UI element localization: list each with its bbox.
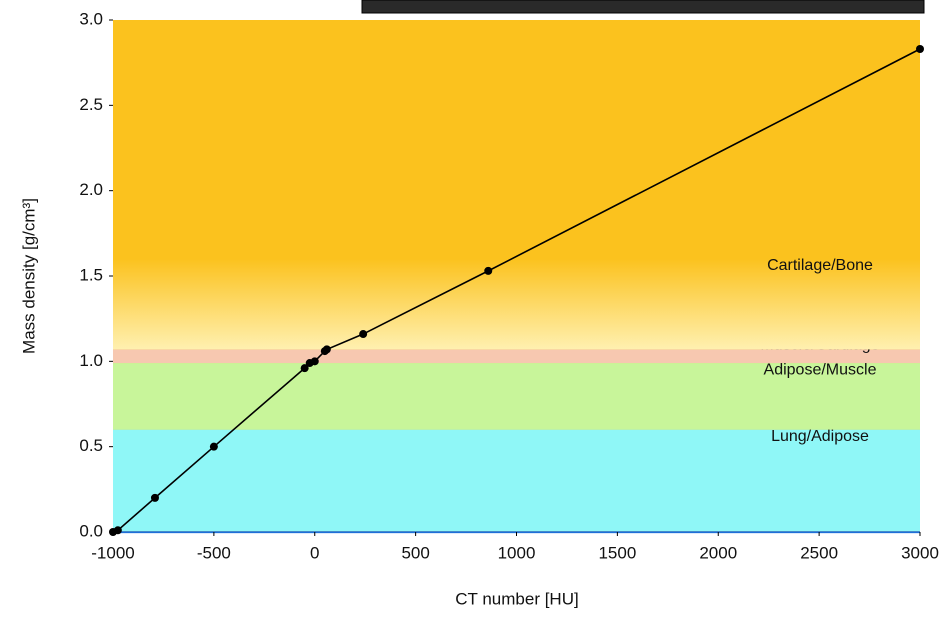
x-tick-label: 3000 xyxy=(901,543,939,562)
image-fragment xyxy=(361,0,925,14)
x-tick-label: 1500 xyxy=(598,543,636,562)
band-label: Cartilage/Bone xyxy=(767,257,873,274)
point xyxy=(113,526,122,535)
y-tick-label: 0.0 xyxy=(79,521,103,540)
y-tick-label: 2.0 xyxy=(79,180,103,199)
x-tick-label: 2500 xyxy=(800,543,838,562)
band xyxy=(113,429,920,532)
y-tick-label: 1.5 xyxy=(79,265,103,284)
band-label: Lung/Adipose xyxy=(771,428,869,445)
plot-area: Air/LungLung/AdiposeAdipose/MuscleMuscle… xyxy=(79,9,939,562)
x-tick-label: 500 xyxy=(401,543,429,562)
point xyxy=(310,357,319,366)
band xyxy=(113,258,920,350)
x-axis-label: CT number [HU] xyxy=(455,589,578,608)
x-tick-label: -1000 xyxy=(91,543,134,562)
point xyxy=(916,45,924,54)
y-axis-label: Mass density [g/cm³] xyxy=(19,198,38,354)
y-tick-label: 0.5 xyxy=(79,436,103,455)
y-tick-label: 1.0 xyxy=(79,351,103,370)
point xyxy=(209,442,218,451)
y-tick-label: 3.0 xyxy=(79,9,103,28)
band-label: Adipose/Muscle xyxy=(764,361,877,378)
point xyxy=(300,364,309,373)
point xyxy=(150,493,159,502)
point xyxy=(484,266,493,275)
y-tick-label: 2.5 xyxy=(79,95,103,114)
x-tick-label: 0 xyxy=(310,543,319,562)
x-tick-label: 2000 xyxy=(699,543,737,562)
x-tick-label: 1000 xyxy=(498,543,536,562)
point xyxy=(359,330,368,339)
x-tick-label: -500 xyxy=(197,543,231,562)
point xyxy=(322,345,331,354)
